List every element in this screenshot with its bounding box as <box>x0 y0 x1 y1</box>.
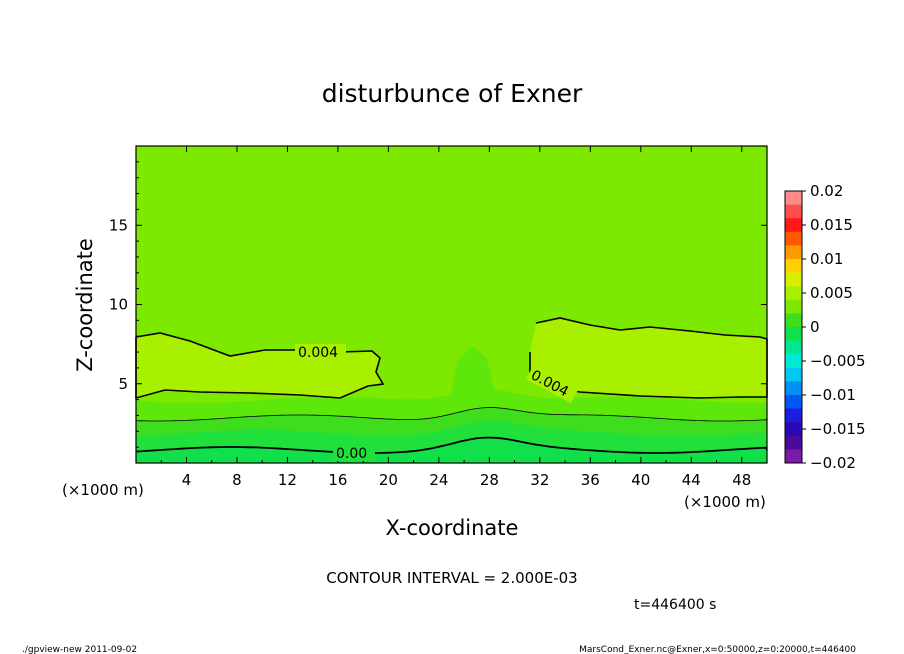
x-unit-left: (×1000 m) <box>62 481 144 499</box>
colorbar-swatch <box>785 354 802 369</box>
colorbar-tick-label: 0.01 <box>810 250 843 268</box>
colorbar-swatch <box>785 299 802 314</box>
x-tick-label: 36 <box>581 471 600 489</box>
source-info: MarsCond_Exner.nc@Exner,x=0:50000,z=0:20… <box>579 645 856 654</box>
colorbar-tick-label: 0 <box>810 318 820 336</box>
colorbar-swatch <box>785 449 802 464</box>
colorbar-tick-label: 0.005 <box>810 284 853 302</box>
colorbar-swatch <box>785 422 802 437</box>
colorbar-tick-label: −0.01 <box>810 386 856 404</box>
x-tick-label: 28 <box>480 471 499 489</box>
colorbar-tick-label: 0.015 <box>810 216 853 234</box>
chart-title: disturbunce of Exner <box>322 79 583 108</box>
contour-line-mid <box>135 407 768 422</box>
colorbar-swatch <box>785 395 802 410</box>
contour-label-bg <box>525 365 579 404</box>
contour-label-bg <box>333 445 375 461</box>
program-info: ./gpview-new 2011-09-02 <box>22 645 137 654</box>
colorbar-tick-label: 0.02 <box>810 182 843 200</box>
contour-label-bg <box>295 344 346 360</box>
colorbar-swatch <box>785 218 802 233</box>
x-axis-label: X-coordinate <box>386 516 519 540</box>
x-tick-label: 16 <box>328 471 347 489</box>
y-tick-label: 5 <box>118 375 128 393</box>
colorbar-swatch <box>785 381 802 396</box>
colorbar-swatch <box>785 313 802 328</box>
contour-label: 0.00 <box>336 446 367 462</box>
contour-label: 0.004 <box>298 345 338 361</box>
x-unit-right: (×1000 m) <box>684 493 766 511</box>
x-tick-label: 44 <box>682 471 701 489</box>
colorbar-swatch <box>785 367 802 382</box>
x-tick-label: 32 <box>530 471 549 489</box>
colorbar-swatch <box>785 245 802 260</box>
colorbar-swatch <box>785 435 802 450</box>
x-tick-label: 4 <box>182 471 192 489</box>
colorbar-swatch <box>785 191 802 206</box>
colorbar-swatch <box>785 340 802 355</box>
field-central-plume <box>450 346 496 400</box>
colorbar-tick-label: −0.005 <box>810 352 866 370</box>
colorbar: 0.02 0.015 0.01 0.005 0 −0.005 −0.01 −0.015 −0.0… <box>784 182 866 472</box>
colorbar-swatch <box>785 259 802 274</box>
x-tick-label: 40 <box>631 471 650 489</box>
contour-line-0.00 <box>135 436 768 454</box>
contour-interval: CONTOUR INTERVAL = 2.000E-03 <box>326 569 577 587</box>
colorbar-swatch <box>785 272 802 287</box>
field-plateau-left <box>136 333 383 398</box>
x-tick-label: 48 <box>732 471 751 489</box>
x-tick-label: 12 <box>278 471 297 489</box>
colorbar-swatch <box>785 231 802 246</box>
y-axis-label: Z-coordinate <box>73 238 97 372</box>
x-tick-label: 8 <box>232 471 242 489</box>
y-tick-label: 10 <box>109 296 128 314</box>
colorbar-tick-label: −0.015 <box>810 420 866 438</box>
colorbar-swatch <box>785 327 802 342</box>
x-tick-label: 20 <box>379 471 398 489</box>
x-tick-label: 24 <box>429 471 448 489</box>
y-tick-label: 15 <box>109 216 128 234</box>
field-band-bottom <box>136 437 767 463</box>
contour-line-0.004-left <box>135 332 385 400</box>
colorbar-swatch <box>785 286 802 301</box>
colorbar-tick-label: −0.02 <box>810 454 856 472</box>
time-label: t=446400 s <box>634 597 716 613</box>
field-plateau-right <box>530 318 767 398</box>
colorbar-swatch <box>785 204 802 219</box>
colorbar-swatch <box>785 408 802 423</box>
